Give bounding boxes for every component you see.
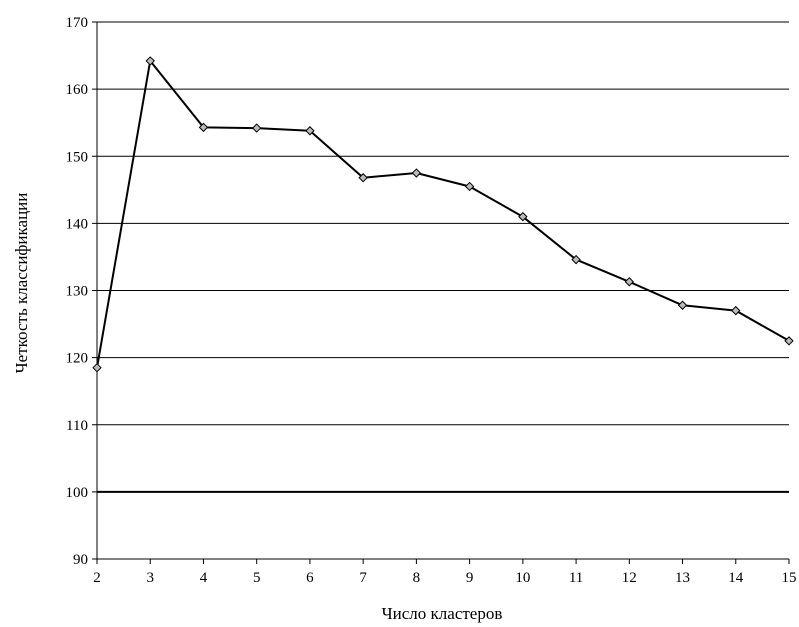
x-tick-label: 3 <box>146 570 154 586</box>
x-tick-label: 10 <box>515 570 530 586</box>
x-tick-label: 11 <box>569 570 583 586</box>
data-point <box>251 123 262 133</box>
x-tick-label: 15 <box>782 570 797 586</box>
x-tick-labels: 2 3 4 5 6 7 8 9 10 11 12 13 14 15 <box>93 570 796 586</box>
y-tick-label: 90 <box>73 552 88 568</box>
y-tick-labels: 90 100 110 120 130 140 150 160 170 <box>66 15 89 568</box>
x-tick-label: 12 <box>622 570 637 586</box>
x-tick-label: 6 <box>306 570 314 586</box>
data-point <box>411 168 422 178</box>
data-point <box>784 336 794 346</box>
data-point <box>624 277 635 287</box>
y-tick-label: 130 <box>66 284 89 300</box>
series-group <box>92 56 794 373</box>
x-tick-label: 14 <box>728 570 744 586</box>
axes <box>92 21 790 564</box>
y-tick-label: 160 <box>66 82 89 98</box>
y-tick-label: 110 <box>66 418 88 434</box>
y-tick-label: 170 <box>66 15 89 31</box>
data-point <box>571 254 581 265</box>
y-axis-title: Четкость классификации <box>12 193 31 374</box>
data-point <box>464 181 475 192</box>
series-line <box>96 59 790 368</box>
data-point <box>198 122 209 133</box>
x-tick-label: 8 <box>413 570 421 586</box>
data-point <box>145 56 155 66</box>
y-tick-label: 150 <box>66 149 89 165</box>
data-point <box>518 211 528 222</box>
data-point <box>305 126 315 136</box>
y-tick-label: 100 <box>66 485 89 501</box>
data-point <box>677 300 688 310</box>
x-tick-label: 5 <box>253 570 261 586</box>
data-point <box>358 173 368 183</box>
data-point <box>731 305 741 316</box>
x-axis-title: Число кластеров <box>382 604 503 623</box>
data-point <box>92 362 102 373</box>
x-tick-label: 4 <box>200 570 208 586</box>
x-tick-label: 7 <box>359 570 367 586</box>
x-tick-label: 13 <box>675 570 690 586</box>
x-tick-label: 2 <box>93 570 101 586</box>
y-tick-label: 140 <box>66 216 89 232</box>
y-tick-label: 120 <box>66 351 89 367</box>
gridlines <box>97 21 789 560</box>
x-tick-label: 9 <box>466 570 474 586</box>
